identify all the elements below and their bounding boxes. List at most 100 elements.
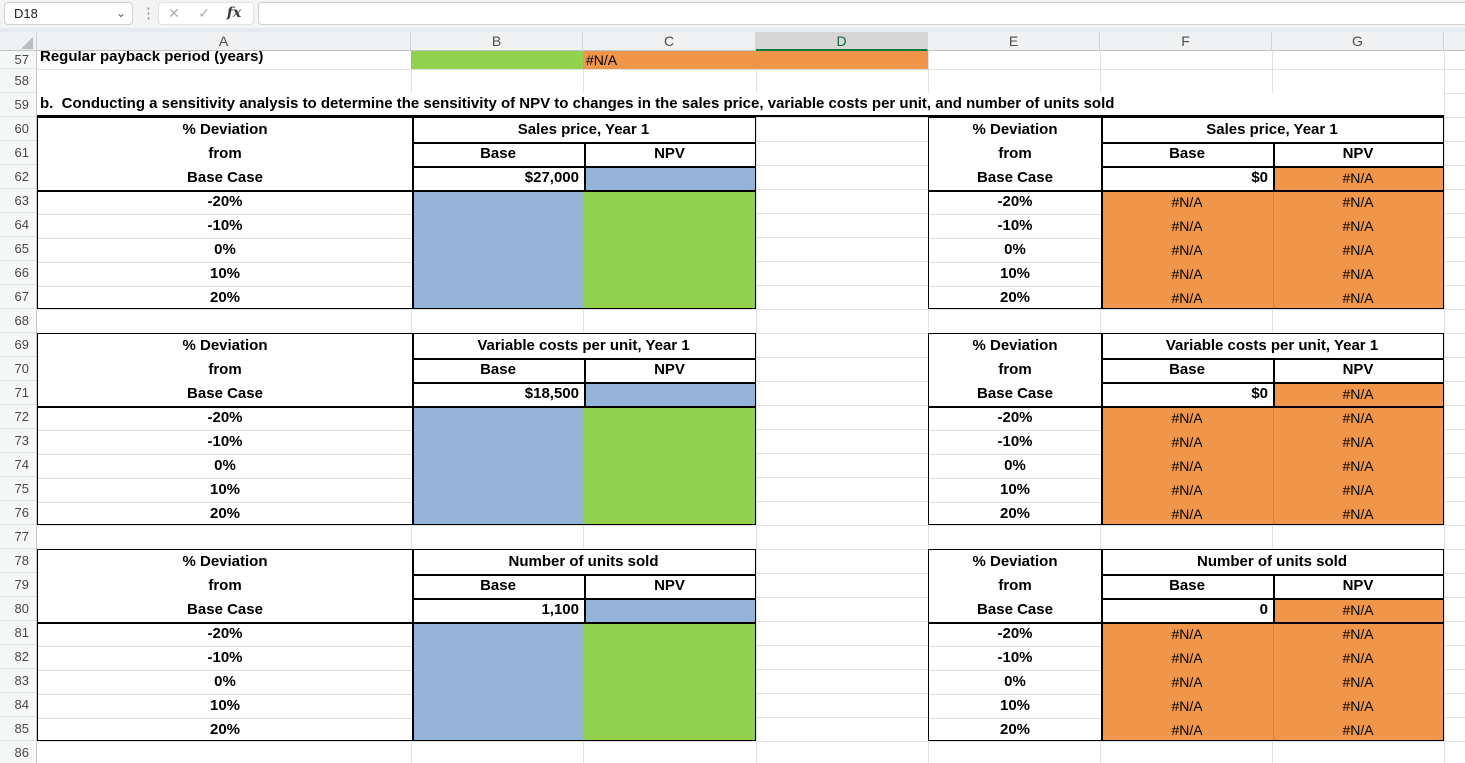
na-cell[interactable]: #N/A: [1171, 722, 1203, 738]
formula-input[interactable]: [258, 2, 1465, 25]
row-header[interactable]: 60: [0, 117, 36, 141]
deviation-header[interactable]: Base Case: [187, 601, 263, 618]
column-header-g[interactable]: G: [1272, 32, 1444, 51]
npv-column-header[interactable]: NPV: [1342, 361, 1374, 378]
table-title[interactable]: Number of units sold: [508, 553, 659, 570]
na-cell[interactable]: #N/A: [1342, 626, 1374, 642]
npv-body-fill[interactable]: [584, 406, 755, 524]
base-body-fill[interactable]: [1101, 622, 1273, 740]
deviation-cell[interactable]: 10%: [209, 265, 241, 282]
row-header[interactable]: 83: [0, 669, 36, 693]
deviation-header[interactable]: from: [208, 577, 242, 594]
deviation-cell[interactable]: 20%: [999, 289, 1031, 306]
na-cell[interactable]: #N/A: [1171, 458, 1203, 474]
npv-body-fill[interactable]: [1273, 190, 1443, 308]
na-cell[interactable]: #N/A: [1171, 482, 1203, 498]
deviation-header[interactable]: % Deviation: [182, 337, 268, 354]
base-body-fill[interactable]: [412, 190, 584, 308]
na-cell[interactable]: #N/A: [1342, 650, 1374, 666]
row-header[interactable]: 76: [0, 501, 36, 525]
npv-column-header[interactable]: NPV: [1342, 145, 1374, 162]
deviation-cell[interactable]: 0%: [214, 457, 236, 474]
deviation-cell[interactable]: -10%: [997, 433, 1033, 450]
deviation-cell[interactable]: 0%: [214, 241, 236, 258]
row-header[interactable]: 72: [0, 405, 36, 429]
column-header-h-sliver[interactable]: [1444, 32, 1465, 51]
deviation-cell[interactable]: -10%: [997, 649, 1033, 666]
row-header[interactable]: 58: [0, 69, 36, 93]
na-cell[interactable]: #N/A: [1342, 218, 1374, 234]
row-header[interactable]: 86: [0, 741, 36, 763]
deviation-cell[interactable]: 10%: [209, 697, 241, 714]
deviation-cell[interactable]: 10%: [209, 481, 241, 498]
na-cell[interactable]: #N/A: [1342, 722, 1374, 738]
deviation-cell[interactable]: -20%: [207, 625, 243, 642]
deviation-cell[interactable]: -20%: [997, 625, 1033, 642]
row-header[interactable]: 69: [0, 333, 36, 357]
deviation-cell[interactable]: 10%: [999, 697, 1031, 714]
na-cell[interactable]: #N/A: [1171, 410, 1203, 426]
deviation-cell[interactable]: -10%: [997, 217, 1033, 234]
row-header[interactable]: 80: [0, 597, 36, 621]
deviation-cell[interactable]: 20%: [999, 721, 1031, 738]
row-header[interactable]: 62: [0, 165, 36, 189]
deviation-header[interactable]: Base Case: [187, 169, 263, 186]
na-cell[interactable]: #N/A: [1171, 218, 1203, 234]
na-cell[interactable]: #N/A: [1342, 290, 1374, 306]
na-cell[interactable]: #N/A: [1342, 266, 1374, 282]
name-box[interactable]: D18: [4, 2, 133, 25]
deviation-cell[interactable]: 10%: [999, 265, 1031, 282]
npv-column-header[interactable]: NPV: [654, 361, 685, 378]
npv-base-cell[interactable]: [584, 598, 755, 622]
npv-base-cell[interactable]: [584, 382, 755, 406]
na-cell[interactable]: #N/A: [1342, 698, 1374, 714]
na-cell[interactable]: #N/A: [1342, 434, 1374, 450]
base-value-cell[interactable]: $0: [1251, 169, 1268, 186]
na-cell[interactable]: #N/A: [1342, 242, 1374, 258]
cell-c57-na-value[interactable]: #N/A: [583, 51, 928, 69]
deviation-cell[interactable]: -20%: [207, 193, 243, 210]
npv-column-header[interactable]: NPV: [654, 577, 685, 594]
cells-area[interactable]: Regular payback period (years) #N/A b. C…: [37, 51, 1465, 763]
row-header[interactable]: 67: [0, 285, 36, 309]
row-header[interactable]: 61: [0, 141, 36, 165]
na-cell[interactable]: #N/A: [1171, 674, 1203, 690]
na-cell[interactable]: #N/A: [1342, 506, 1374, 522]
deviation-cell[interactable]: 20%: [209, 289, 241, 306]
npv-base-na-cell[interactable]: #N/A: [1273, 382, 1443, 406]
base-value-cell[interactable]: $27,000: [524, 169, 579, 186]
deviation-header[interactable]: % Deviation: [972, 553, 1058, 570]
base-column-header[interactable]: Base: [1169, 145, 1205, 162]
deviation-cell[interactable]: 20%: [209, 721, 241, 738]
deviation-cell[interactable]: -10%: [207, 649, 243, 666]
base-column-header[interactable]: Base: [1169, 361, 1205, 378]
column-header-d-active[interactable]: D: [756, 32, 928, 51]
row-header[interactable]: 81: [0, 621, 36, 645]
cancel-icon[interactable]: ✕: [168, 5, 180, 21]
deviation-header[interactable]: from: [998, 145, 1032, 162]
deviation-cell[interactable]: 0%: [214, 673, 236, 690]
deviation-cell[interactable]: 20%: [999, 505, 1031, 522]
na-cell[interactable]: #N/A: [1171, 650, 1203, 666]
cell-a57-label[interactable]: Regular payback period (years): [40, 51, 264, 65]
deviation-header[interactable]: from: [998, 577, 1032, 594]
deviation-cell[interactable]: -20%: [997, 193, 1033, 210]
npv-body-fill[interactable]: [584, 190, 755, 308]
deviation-header[interactable]: from: [208, 145, 242, 162]
deviation-cell[interactable]: -20%: [997, 409, 1033, 426]
row-header[interactable]: 57: [0, 51, 36, 69]
column-header-e[interactable]: E: [928, 32, 1100, 51]
column-header-f[interactable]: F: [1100, 32, 1272, 51]
na-cell[interactable]: #N/A: [1342, 482, 1374, 498]
npv-base-cell[interactable]: [584, 166, 755, 190]
base-value-cell[interactable]: 1,100: [541, 601, 579, 618]
row-header[interactable]: 65: [0, 237, 36, 261]
row-header[interactable]: 64: [0, 213, 36, 237]
column-header-c[interactable]: C: [583, 32, 756, 51]
npv-body-fill[interactable]: [1273, 622, 1443, 740]
row-header[interactable]: 84: [0, 693, 36, 717]
deviation-header[interactable]: % Deviation: [972, 121, 1058, 138]
na-cell[interactable]: #N/A: [1342, 458, 1374, 474]
row-header[interactable]: 74: [0, 453, 36, 477]
row-header[interactable]: 63: [0, 189, 36, 213]
